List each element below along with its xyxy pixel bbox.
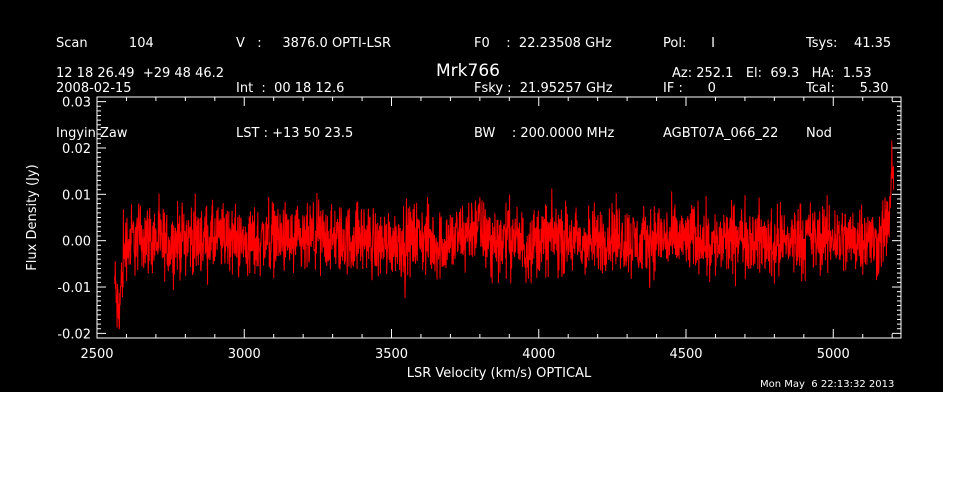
header-col-frequency: F0 : 22.23508 GHz Fsky : 21.95257 GHz BW… (474, 6, 614, 171)
y-tick-label: 0.00 (62, 235, 91, 250)
y-tick-label: 0.03 (62, 96, 91, 111)
header-line: Int : 00 18 12.6 (236, 81, 345, 96)
y-tick-label: -0.01 (57, 281, 91, 296)
plot-panel: Scan 104 2008-02-15 Ingyin Zaw V : 3876.… (0, 0, 943, 392)
spectrum-series-line (114, 140, 895, 330)
header-line: Ingyin Zaw (56, 126, 128, 141)
header-line: F0 : 22.23508 GHz (474, 36, 612, 51)
header-line: AGBT07A_066_22 (663, 126, 779, 141)
x-tick-label: 4500 (669, 347, 702, 362)
header-line: Nod (806, 126, 832, 141)
header-line: V : 3876.0 OPTI-LSR (236, 36, 392, 51)
header-col-tsys: Tsys: 41.35 Tcal: 5.30 Nod (806, 6, 891, 171)
y-axis-label: Flux Density (Jy) (25, 164, 40, 270)
timestamp: Mon May 6 22:13:32 2013 (760, 379, 895, 390)
y-tick-label: -0.02 (57, 327, 91, 342)
source-coordinates: 12 18 26.49 +29 48 46.2 (56, 66, 225, 81)
y-tick-label: 0.02 (62, 142, 91, 157)
header-line: Scan 104 (56, 36, 154, 51)
x-tick-label: 4000 (522, 347, 555, 362)
x-tick-label: 2500 (80, 347, 113, 362)
x-axis-label: LSR Velocity (km/s) OPTICAL (407, 366, 592, 381)
header-col-pol: Pol: I IF : 0 AGBT07A_066_22 (663, 6, 778, 171)
header-line: IF : 0 (663, 81, 716, 96)
header-line: BW : 200.0000 MHz (474, 126, 615, 141)
x-tick-label: 5000 (817, 347, 850, 362)
header-line: Tsys: 41.35 (806, 36, 892, 51)
chart-title: Mrk766 (436, 61, 500, 81)
x-tick-label: 3000 (228, 347, 261, 362)
header-line: Pol: I (663, 36, 715, 51)
header-line: Fsky : 21.95257 GHz (474, 81, 613, 96)
spectrum-chart: 2500 3000 3500 4000 4500 5000 -0.02 -0.01 0.00 0.… (25, 96, 902, 381)
header-col-scan: Scan 104 2008-02-15 Ingyin Zaw (56, 6, 154, 171)
header-line: Tcal: 5.30 (806, 81, 889, 96)
header-line: LST : +13 50 23.5 (236, 126, 354, 141)
y-tick-label: 0.01 (62, 188, 91, 203)
header-line: 2008-02-15 (56, 81, 132, 96)
x-tick-label: 3500 (375, 347, 408, 362)
az-el-ha: Az: 252.1 El: 69.3 HA: 1.53 (672, 66, 872, 81)
header-col-velocity: V : 3876.0 OPTI-LSR Int : 00 18 12.6 LST… (236, 6, 391, 171)
